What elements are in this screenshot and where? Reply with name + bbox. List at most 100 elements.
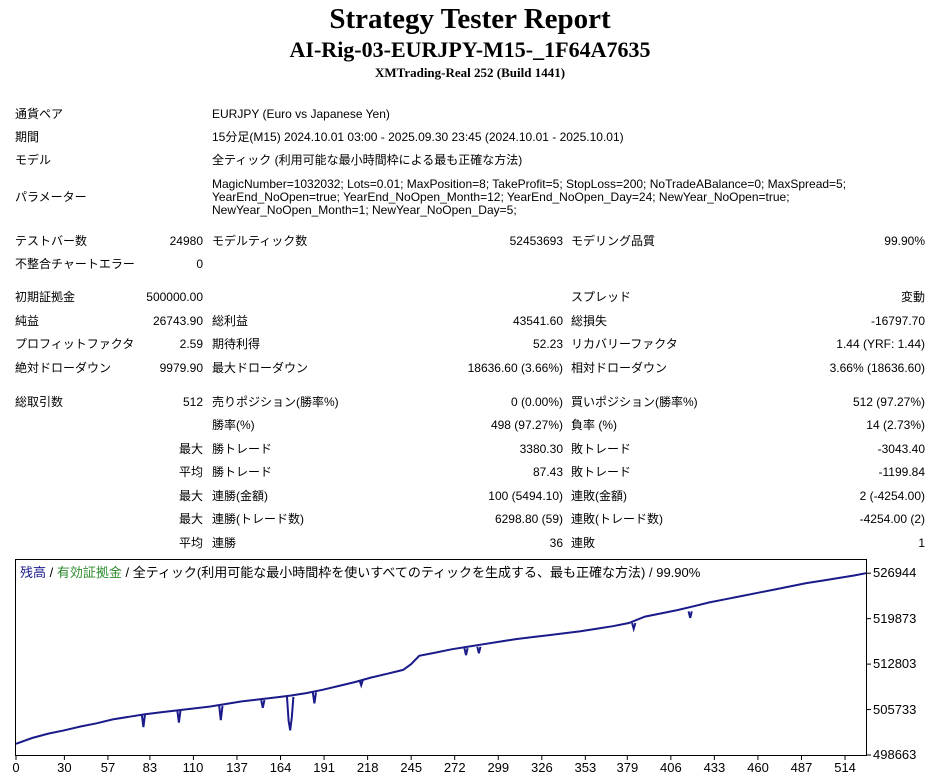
legend-equity: 有効証拠金	[56, 565, 122, 580]
max-loss-label: 敗トレード	[571, 442, 632, 456]
symbol-value: EURJPY (Euro vs Japanese Yen)	[212, 107, 390, 121]
deposit-label: 初期証拠金	[15, 290, 76, 304]
expected-label: 期待利得	[212, 337, 261, 351]
cons-money-qualifier: 最大	[178, 489, 203, 503]
equity-dip	[311, 692, 317, 704]
max-win-label: 勝トレード	[212, 442, 273, 456]
x-tick-label: 487	[790, 760, 813, 775]
expert-name: AI-Rig-03-EURJPY-M15-_1F64A7635	[289, 37, 651, 62]
quality-value: 99.90%	[884, 234, 925, 248]
max-trade-qualifier: 最大	[178, 442, 203, 456]
avg-cons-win-label: 連勝	[212, 536, 237, 550]
max-win-value: 3380.30	[519, 442, 563, 456]
equity-dip	[476, 646, 482, 654]
avg-cons-qualifier: 平均	[178, 536, 203, 550]
y-tick-label: 519873	[873, 610, 917, 626]
x-tick-label: 460	[747, 760, 769, 775]
model-label: モデル	[15, 153, 52, 167]
spread-value: 変動	[900, 290, 925, 304]
legend-balance: 残高	[20, 565, 47, 580]
recovery-value: 1.44 (YRF: 1.44)	[836, 337, 925, 351]
x-tick-label: 218	[356, 760, 379, 775]
x-tick-label: 353	[574, 760, 597, 775]
x-tick-label: 433	[703, 760, 726, 775]
equity-dip	[176, 710, 182, 723]
x-tick-label: 272	[443, 760, 466, 775]
x-tick-label: 57	[100, 760, 116, 775]
max-dd-label: 最大ドローダウン	[212, 361, 309, 375]
y-tick-label: 512803	[873, 656, 917, 672]
pf-value: 2.59	[179, 337, 203, 351]
avg-win-label: 勝トレード	[212, 465, 273, 479]
short-value: 0 (0.00%)	[510, 395, 563, 409]
x-tick-label: 245	[400, 760, 423, 775]
bars-value: 24980	[169, 234, 203, 248]
legend-separator: /	[46, 565, 57, 580]
x-tick-label: 191	[313, 760, 335, 775]
cons-win-count-label: 連勝(トレード数)	[212, 512, 304, 526]
chart-legend: 残高 / 有効証拠金 / 全ティック(利用可能な最小時間枠を使いすべてのティック…	[20, 565, 700, 581]
x-tick-label: 164	[269, 760, 292, 775]
win-pct-label: 勝率(%)	[212, 418, 255, 432]
equity-dip	[140, 714, 146, 728]
equity-dip	[358, 679, 364, 689]
params-label: パラメーター	[15, 190, 87, 204]
params-line-2: YearEnd_NoOpen=true; YearEnd_NoOpen_Mont…	[212, 190, 790, 204]
symbol-label: 通貨ペア	[15, 107, 64, 121]
cons-win-count-value: 6298.80 (59)	[494, 512, 563, 526]
expected-value: 52.23	[532, 337, 563, 351]
abs-dd-label: 絶対ドローダウン	[15, 361, 112, 375]
cons-loss-count-value: -4254.00 (2)	[859, 512, 925, 526]
gross-loss-value: -16797.70	[870, 314, 925, 328]
y-tick-label: 505733	[873, 701, 917, 717]
balance-chart-frame	[15, 559, 867, 756]
ticks-value: 52453693	[509, 234, 563, 248]
long-label: 買いポジション(勝率%)	[571, 395, 698, 409]
balance-line	[15, 572, 867, 745]
avg-cons-loss-label: 連敗	[571, 536, 596, 550]
model-value: 全ティック (利用可能な最小時間枠による最も正確な方法)	[212, 153, 523, 167]
ticks-label: モデルティック数	[212, 234, 308, 248]
period-label: 期間	[15, 130, 40, 144]
avg-trade-qualifier: 平均	[178, 465, 203, 479]
trades-value: 512	[182, 395, 203, 409]
pf-label: プロフィットファクタ	[15, 337, 135, 351]
loss-pct-label: 負率 (%)	[571, 418, 617, 432]
deposit-value: 500000.00	[146, 290, 203, 304]
equity-dip	[463, 647, 469, 656]
x-tick-label: 137	[226, 760, 248, 775]
cons-loss-money-label: 連敗(金額)	[571, 489, 627, 503]
avg-loss-value: -1199.84	[878, 465, 925, 479]
rel-dd-value: 3.66% (18636.60)	[829, 361, 925, 375]
net-value: 26743.90	[152, 314, 203, 328]
net-label: 純益	[15, 314, 40, 328]
cons-win-money-label: 連勝(金額)	[212, 489, 268, 503]
quality-label: モデリング品質	[571, 234, 656, 248]
avg-cons-win-value: 36	[549, 536, 563, 550]
long-value: 512 (97.27%)	[852, 395, 925, 409]
equity-dip	[286, 696, 295, 731]
gross-profit-value: 43541.60	[512, 314, 563, 328]
avg-loss-label: 敗トレード	[571, 465, 632, 479]
y-tick-label: 526944	[873, 565, 917, 581]
recovery-label: リカバリーファクタ	[571, 337, 678, 351]
x-tick-label: 326	[531, 760, 553, 775]
x-tick-label: 299	[487, 760, 510, 775]
x-tick-label: 0	[12, 760, 20, 775]
mismatch-value: 0	[196, 257, 203, 271]
period-value: 15分足(M15) 2024.10.01 03:00 - 2025.09.30 …	[212, 130, 624, 144]
abs-dd-value: 9979.90	[159, 361, 203, 375]
x-tick-label: 110	[182, 760, 204, 775]
gross-profit-label: 総利益	[212, 314, 249, 328]
server-info: XMTrading-Real 252 (Build 1441)	[374, 65, 566, 80]
params-line-1: MagicNumber=1032032; Lots=0.01; MaxPosit…	[212, 177, 847, 191]
x-tick-label: 514	[834, 760, 856, 775]
report-title: Strategy Tester Report	[329, 3, 611, 35]
gross-loss-label: 総損失	[571, 314, 608, 328]
y-tick-label: 498663	[873, 747, 917, 762]
cons-loss-money-value: 2 (-4254.00)	[859, 489, 925, 503]
avg-win-value: 87.43	[532, 465, 563, 479]
bars-label: テストバー数	[15, 234, 88, 248]
equity-dip	[687, 611, 693, 619]
spread-label: スプレッド	[571, 290, 632, 304]
